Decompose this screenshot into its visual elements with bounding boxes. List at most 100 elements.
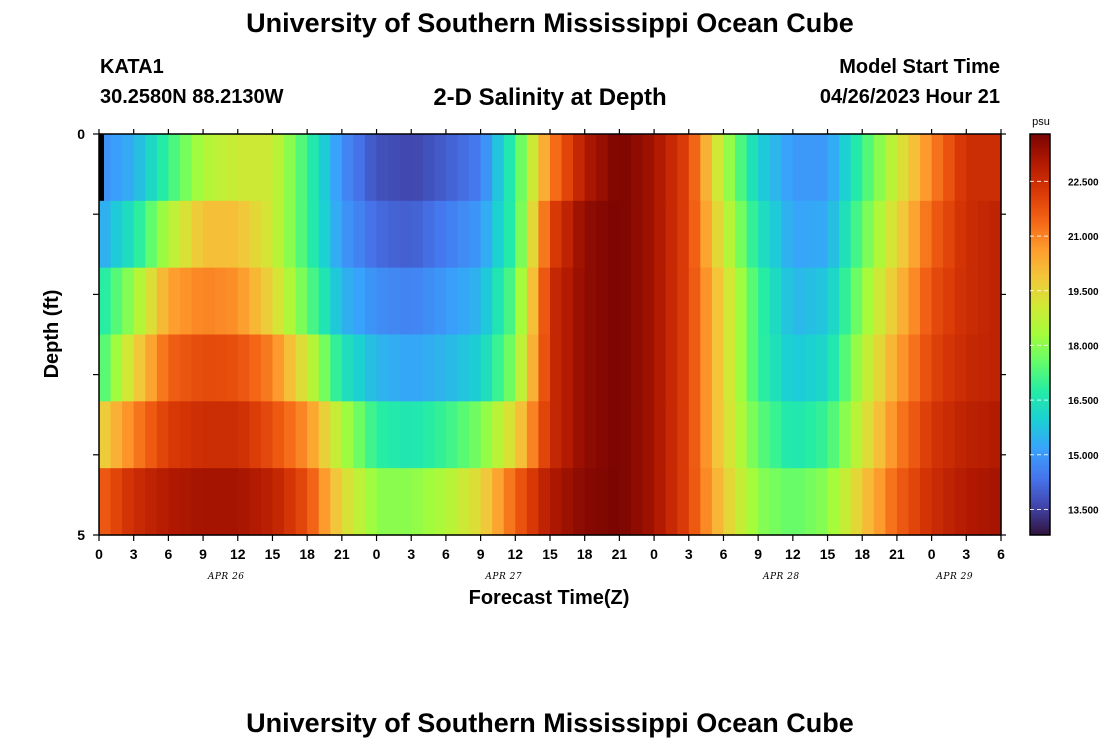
heatmap-cell bbox=[654, 468, 667, 536]
heatmap-cell bbox=[885, 267, 898, 336]
heatmap-cell bbox=[550, 134, 563, 202]
heatmap-cell bbox=[203, 134, 216, 202]
heatmap-cell bbox=[827, 401, 840, 469]
heatmap-cell bbox=[133, 468, 146, 536]
heatmap-cell bbox=[260, 401, 274, 469]
heatmap-cell bbox=[237, 134, 250, 202]
heatmap-cell bbox=[284, 401, 297, 469]
heatmap-cell bbox=[492, 267, 505, 336]
heatmap-cell bbox=[445, 468, 459, 536]
heatmap-cell bbox=[434, 200, 447, 269]
x-tick-label: 18 bbox=[299, 546, 315, 562]
heatmap-cell bbox=[526, 401, 540, 469]
heatmap-cell bbox=[873, 267, 886, 336]
day-label: APR 26 bbox=[207, 572, 245, 582]
heatmap-cell bbox=[272, 468, 285, 536]
day-label: APR 27 bbox=[484, 572, 522, 582]
heatmap-cell bbox=[99, 267, 112, 336]
heatmap-cell bbox=[943, 468, 956, 536]
heatmap-cell bbox=[584, 267, 597, 336]
heatmap-cell bbox=[908, 200, 921, 269]
heatmap-cell bbox=[677, 267, 690, 336]
heatmap-cell bbox=[850, 200, 863, 269]
heatmap-cell bbox=[688, 267, 701, 336]
heatmap-cell bbox=[399, 401, 412, 469]
heatmap-cell bbox=[110, 267, 123, 336]
x-tick-label: 12 bbox=[230, 546, 246, 562]
heatmap-cell bbox=[122, 267, 135, 336]
heatmap-cell bbox=[122, 334, 135, 402]
heatmap-cell bbox=[654, 267, 667, 336]
x-tick-label: 0 bbox=[373, 546, 381, 562]
heatmap-cell bbox=[885, 200, 898, 269]
heatmap-cell bbox=[353, 134, 366, 202]
heatmap-cell bbox=[677, 200, 690, 269]
heatmap-cell bbox=[434, 334, 447, 402]
heatmap-cell bbox=[596, 134, 609, 202]
heatmap-cell bbox=[735, 401, 748, 469]
heatmap-cell bbox=[376, 401, 389, 469]
heatmap-cell bbox=[769, 200, 782, 269]
heatmap-cell bbox=[318, 134, 331, 202]
heatmap-missing-cell bbox=[99, 134, 104, 201]
heatmap-cell bbox=[226, 134, 239, 202]
heatmap-cell bbox=[122, 401, 135, 469]
heatmap-cell bbox=[908, 267, 921, 336]
heatmap-cell bbox=[145, 200, 158, 269]
station-coordinates: 30.2580N 88.2130W bbox=[100, 86, 284, 108]
heatmap-cell bbox=[295, 334, 308, 402]
heatmap-cell bbox=[827, 134, 840, 202]
heatmap-cell bbox=[515, 200, 528, 269]
heatmap-cell bbox=[700, 468, 713, 536]
heatmap-cell bbox=[168, 468, 181, 536]
heatmap-cell bbox=[469, 200, 482, 269]
day-label: APR 28 bbox=[762, 572, 800, 582]
heatmap-cell bbox=[573, 401, 586, 469]
heatmap-cell bbox=[330, 468, 343, 536]
heatmap-cell bbox=[191, 468, 204, 536]
heatmap-cell bbox=[943, 267, 956, 336]
heatmap-cell bbox=[642, 200, 655, 269]
heatmap-cell bbox=[862, 134, 875, 202]
heatmap-cell bbox=[746, 401, 759, 469]
x-tick-label: 0 bbox=[95, 546, 103, 562]
heatmap-cell bbox=[237, 401, 250, 469]
heatmap-cell bbox=[920, 134, 933, 202]
heatmap-cell bbox=[804, 468, 817, 536]
heatmap-cell bbox=[538, 334, 551, 402]
heatmap-cell bbox=[226, 267, 239, 336]
x-tick-label: 12 bbox=[508, 546, 524, 562]
x-tick-label: 21 bbox=[334, 546, 350, 562]
heatmap-cell bbox=[584, 200, 597, 269]
heatmap-cell bbox=[792, 468, 806, 536]
heatmap-cell bbox=[781, 468, 794, 536]
colorbar-tick-label: 13.500 bbox=[1068, 505, 1099, 516]
plot-title: 2-D Salinity at Depth bbox=[433, 84, 667, 111]
heatmap-cell bbox=[642, 134, 655, 202]
heatmap-cell bbox=[341, 401, 355, 469]
heatmap-cell bbox=[272, 401, 285, 469]
heatmap-cell bbox=[630, 267, 644, 336]
heatmap-cell bbox=[630, 200, 644, 269]
x-tick-label: 15 bbox=[820, 546, 836, 562]
heatmap-cell bbox=[839, 200, 852, 269]
heatmap-cell bbox=[364, 401, 378, 469]
heatmap-cell bbox=[457, 200, 470, 269]
heatmap-cell bbox=[388, 401, 401, 469]
heatmap-cell bbox=[630, 401, 644, 469]
x-tick-label: 6 bbox=[997, 546, 1005, 562]
heatmap-cell bbox=[318, 334, 331, 402]
heatmap-cell bbox=[607, 334, 620, 402]
heatmap-cell bbox=[480, 401, 493, 469]
heatmap-cell bbox=[214, 134, 227, 202]
heatmap-cell bbox=[596, 267, 609, 336]
x-tick-label: 9 bbox=[477, 546, 485, 562]
heatmap-cell bbox=[434, 134, 447, 202]
heatmap-cell bbox=[422, 401, 435, 469]
heatmap-cell bbox=[792, 200, 806, 269]
heatmap-cell bbox=[156, 334, 169, 402]
heatmap-cell bbox=[989, 334, 1002, 402]
heatmap-cell bbox=[723, 334, 736, 402]
heatmap-cell bbox=[422, 267, 435, 336]
heatmap-cell bbox=[260, 334, 274, 402]
